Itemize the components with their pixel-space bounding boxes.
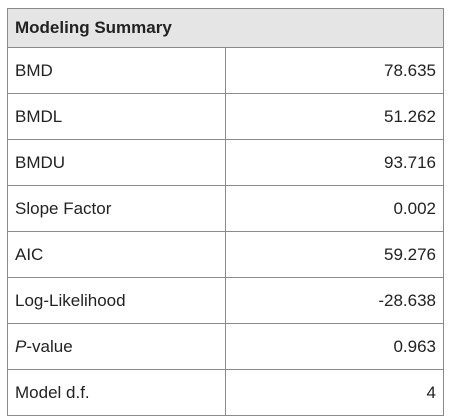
row-label: Log-Likelihood: [7, 277, 226, 324]
table-row-bmdu: BMDU 93.716: [7, 139, 444, 186]
row-value: 0.963: [225, 323, 444, 370]
row-label-italic-part: P: [15, 336, 27, 356]
table-row-log-likelihood: Log-Likelihood -28.638: [7, 277, 444, 324]
row-label: BMDL: [7, 93, 226, 140]
row-value: 0.002: [225, 185, 444, 232]
table-title: Modeling Summary: [7, 8, 444, 48]
row-value: 51.262: [225, 93, 444, 140]
modeling-summary-table: Modeling Summary BMD 78.635 BMDL 51.262 …: [7, 8, 444, 416]
table-row-model-df: Model d.f. 4: [7, 369, 444, 416]
row-label: AIC: [7, 231, 226, 278]
row-label: P-value: [7, 323, 226, 370]
table-header-row: Modeling Summary: [7, 8, 444, 48]
row-value: 4: [225, 369, 444, 416]
row-value: -28.638: [225, 277, 444, 324]
row-value: 93.716: [225, 139, 444, 186]
row-label: Slope Factor: [7, 185, 226, 232]
row-value: 59.276: [225, 231, 444, 278]
table-row-slope-factor: Slope Factor 0.002: [7, 185, 444, 232]
table-row-aic: AIC 59.276: [7, 231, 444, 278]
row-label: BMD: [7, 47, 226, 94]
row-label: BMDU: [7, 139, 226, 186]
row-value: 78.635: [225, 47, 444, 94]
table-row-p-value: P-value 0.963: [7, 323, 444, 370]
row-label-suffix: -value: [26, 336, 73, 356]
table-row-bmd: BMD 78.635: [7, 47, 444, 94]
row-label: Model d.f.: [7, 369, 226, 416]
table-row-bmdl: BMDL 51.262: [7, 93, 444, 140]
